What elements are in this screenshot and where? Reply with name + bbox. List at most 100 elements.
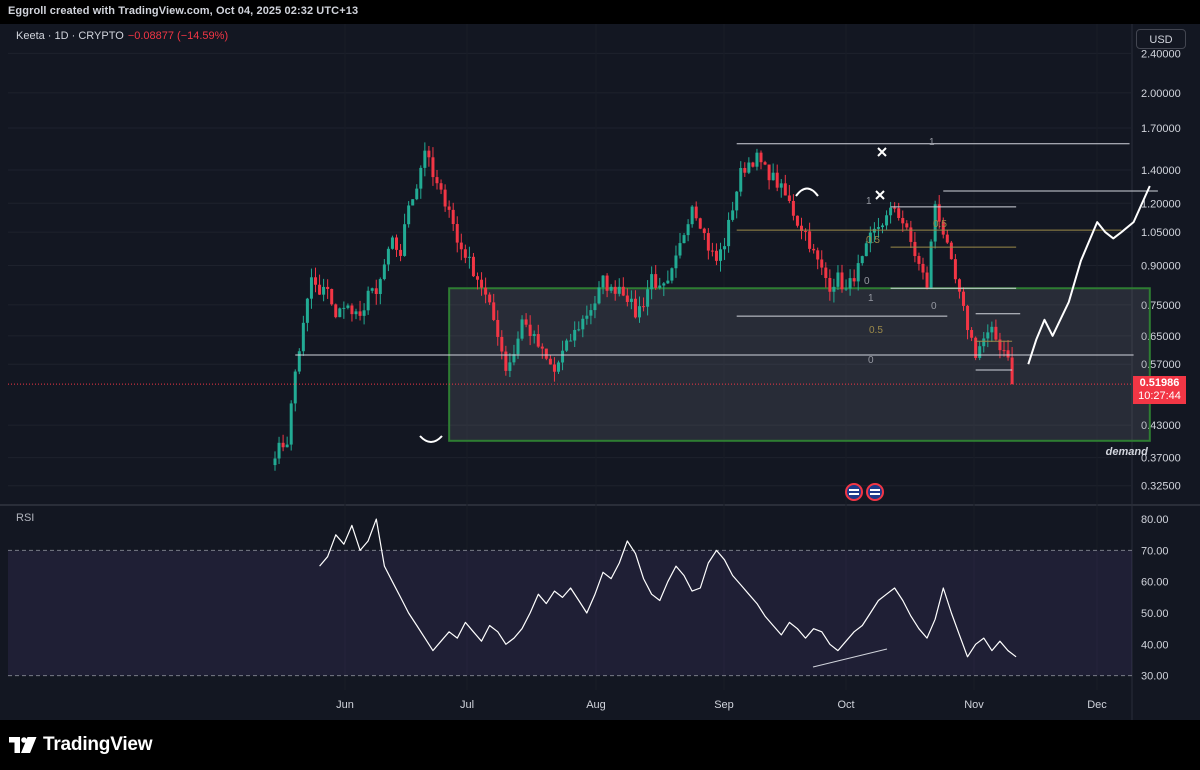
- candle-body[interactable]: [702, 228, 706, 234]
- candle-body[interactable]: [889, 207, 893, 216]
- candle-body[interactable]: [678, 243, 682, 256]
- candle-body[interactable]: [953, 259, 957, 280]
- candle-body[interactable]: [318, 284, 322, 295]
- candle-body[interactable]: [492, 302, 496, 320]
- candle-body[interactable]: [662, 283, 666, 286]
- tradingview-logo[interactable]: TradingView: [9, 734, 153, 756]
- candle-body[interactable]: [605, 275, 609, 291]
- candle-body[interactable]: [346, 305, 350, 308]
- candle-body[interactable]: [925, 272, 929, 288]
- target-cross-marker[interactable]: [877, 147, 887, 157]
- target-cross-marker[interactable]: [875, 190, 885, 200]
- candle-body[interactable]: [411, 199, 415, 206]
- candle-body[interactable]: [297, 351, 301, 372]
- candle-body[interactable]: [856, 263, 860, 282]
- candle-body[interactable]: [581, 318, 585, 330]
- candle-body[interactable]: [868, 232, 872, 244]
- candle-body[interactable]: [613, 286, 617, 294]
- candle-body[interactable]: [593, 303, 597, 311]
- candle-body[interactable]: [982, 338, 986, 347]
- candle-body[interactable]: [706, 233, 710, 251]
- candle-body[interactable]: [455, 224, 459, 243]
- candle-body[interactable]: [557, 362, 560, 372]
- candle-body[interactable]: [921, 263, 925, 273]
- candle-body[interactable]: [358, 311, 362, 316]
- candle-body[interactable]: [601, 275, 605, 288]
- candle-body[interactable]: [508, 362, 512, 371]
- candle-body[interactable]: [334, 304, 338, 318]
- candle-body[interactable]: [893, 207, 897, 209]
- candle-body[interactable]: [759, 152, 763, 163]
- candle-body[interactable]: [390, 237, 394, 249]
- candle-body[interactable]: [536, 334, 540, 347]
- candle-body[interactable]: [714, 250, 718, 261]
- candle-body[interactable]: [289, 403, 293, 445]
- candle-body[interactable]: [281, 442, 285, 448]
- candle-body[interactable]: [901, 217, 905, 224]
- candle-body[interactable]: [974, 337, 978, 358]
- candle-body[interactable]: [399, 249, 403, 256]
- candle-body[interactable]: [800, 225, 803, 231]
- candle-body[interactable]: [735, 191, 739, 211]
- demand-zone[interactable]: [448, 287, 1151, 442]
- candle-body[interactable]: [548, 358, 552, 365]
- candle-body[interactable]: [710, 250, 714, 252]
- candle-body[interactable]: [795, 215, 799, 226]
- candle-body[interactable]: [403, 224, 407, 256]
- candle-body[interactable]: [496, 319, 500, 337]
- candle-body[interactable]: [459, 242, 463, 250]
- candlestick-series[interactable]: [273, 142, 1014, 471]
- candle-body[interactable]: [633, 298, 637, 318]
- candle-body[interactable]: [395, 237, 398, 250]
- candle-body[interactable]: [419, 167, 423, 189]
- candle-body[interactable]: [1010, 357, 1014, 385]
- candle-body[interactable]: [885, 215, 889, 226]
- candle-body[interactable]: [808, 231, 812, 249]
- candle-body[interactable]: [787, 195, 791, 201]
- candle-body[interactable]: [322, 286, 326, 295]
- candle-body[interactable]: [597, 287, 601, 304]
- chart-area[interactable]: [0, 24, 1200, 720]
- candle-body[interactable]: [945, 234, 949, 243]
- candle-body[interactable]: [1006, 350, 1010, 358]
- candle-body[interactable]: [812, 248, 816, 251]
- candle-body[interactable]: [500, 336, 504, 352]
- bottom-arc-marker[interactable]: [419, 435, 443, 443]
- currency-button[interactable]: USD: [1136, 29, 1186, 49]
- candle-body[interactable]: [654, 274, 658, 288]
- candle-body[interactable]: [427, 150, 431, 158]
- candle-body[interactable]: [913, 241, 917, 257]
- candle-body[interactable]: [771, 172, 775, 181]
- candle-body[interactable]: [872, 228, 876, 233]
- candle-body[interactable]: [864, 243, 868, 257]
- candle-body[interactable]: [544, 348, 548, 359]
- candle-body[interactable]: [966, 305, 970, 331]
- candle-body[interactable]: [666, 280, 670, 284]
- projection-path[interactable]: [1027, 185, 1151, 365]
- candle-body[interactable]: [933, 204, 937, 242]
- candle-body[interactable]: [431, 157, 435, 178]
- candle-body[interactable]: [917, 256, 921, 264]
- candle-body[interactable]: [949, 242, 953, 260]
- candle-body[interactable]: [277, 442, 281, 459]
- candle-body[interactable]: [629, 298, 633, 302]
- candle-body[interactable]: [929, 241, 933, 288]
- symbol-legend[interactable]: Keeta · 1D · CRYPTO −0.08877 (−14.59%): [16, 30, 228, 42]
- candle-body[interactable]: [844, 288, 848, 290]
- candle-body[interactable]: [609, 286, 613, 291]
- candle-body[interactable]: [978, 346, 982, 358]
- candle-body[interactable]: [767, 164, 771, 181]
- candle-body[interactable]: [330, 288, 334, 305]
- candle-body[interactable]: [763, 162, 767, 165]
- candle-body[interactable]: [435, 177, 439, 184]
- candle-body[interactable]: [897, 208, 901, 218]
- candle-body[interactable]: [480, 279, 484, 288]
- candle-body[interactable]: [747, 162, 751, 173]
- candle-body[interactable]: [301, 322, 305, 352]
- candle-body[interactable]: [937, 204, 941, 222]
- candle-body[interactable]: [314, 277, 317, 285]
- candle-body[interactable]: [824, 267, 828, 278]
- event-flag-icon[interactable]: [845, 483, 863, 501]
- candle-body[interactable]: [881, 225, 884, 228]
